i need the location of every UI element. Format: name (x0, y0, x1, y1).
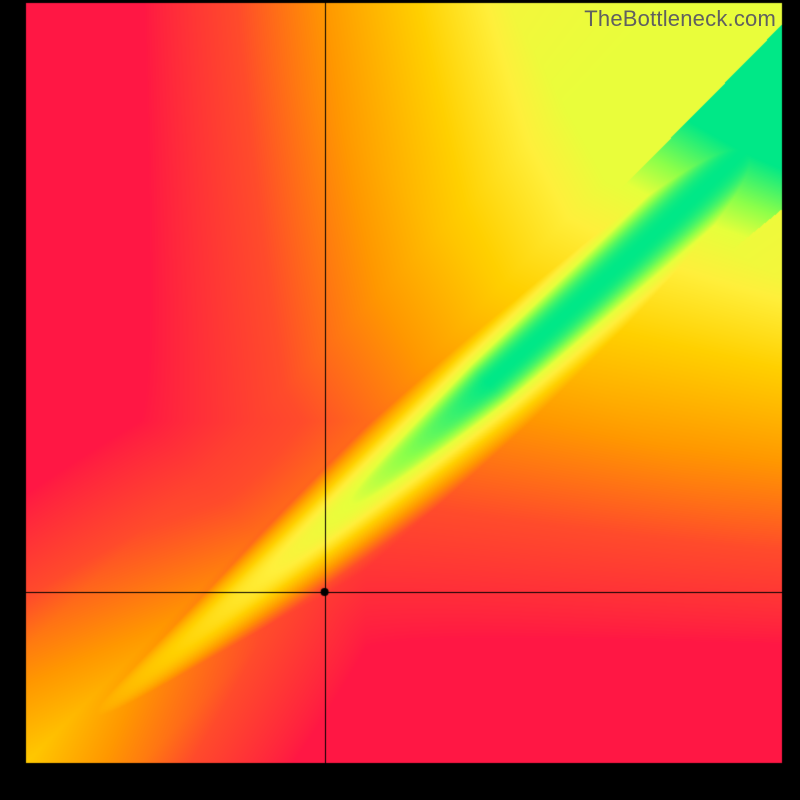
bottleneck-heatmap (0, 0, 800, 800)
watermark-text: TheBottleneck.com (584, 6, 776, 32)
chart-container: TheBottleneck.com (0, 0, 800, 800)
